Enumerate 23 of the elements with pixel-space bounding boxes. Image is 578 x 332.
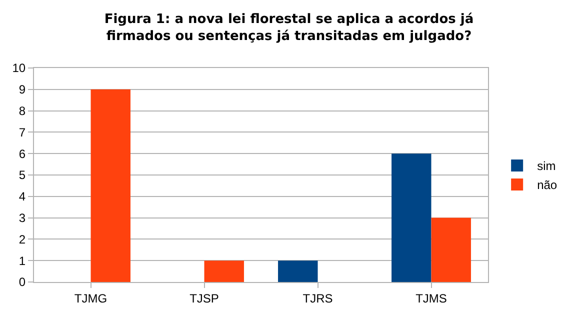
legend-label: sim	[537, 159, 556, 174]
x-tick-label: TJSP	[190, 291, 219, 306]
y-tick-label: 2	[18, 232, 26, 246]
y-tick-label: 9	[18, 82, 26, 97]
x-tick-label: TJMS	[416, 291, 447, 306]
y-tick-label: 10	[12, 61, 26, 76]
bar	[392, 154, 432, 282]
y-tick-label: 6	[18, 146, 26, 161]
x-tick-label: TJRS	[302, 291, 333, 306]
bar	[90, 89, 130, 282]
bar	[278, 260, 318, 282]
bar	[431, 218, 471, 282]
y-tick-label: 0	[18, 275, 26, 290]
chart-title: Figura 1: a nova lei florestal se aplica a acordos já firmados ou sentenças já transitadas em julgado?	[104, 12, 474, 44]
y-tick-label: 4	[18, 190, 26, 204]
bar	[204, 260, 244, 282]
y-tick-label: 7	[18, 125, 26, 140]
y-tick-label: 8	[18, 104, 26, 118]
y-tick-label: 3	[18, 211, 26, 225]
x-tick-label: TJMG	[74, 291, 108, 306]
y-tick-label: 1	[18, 254, 26, 268]
y-tick-label: 5	[18, 168, 26, 182]
legend-label: não	[537, 178, 558, 192]
